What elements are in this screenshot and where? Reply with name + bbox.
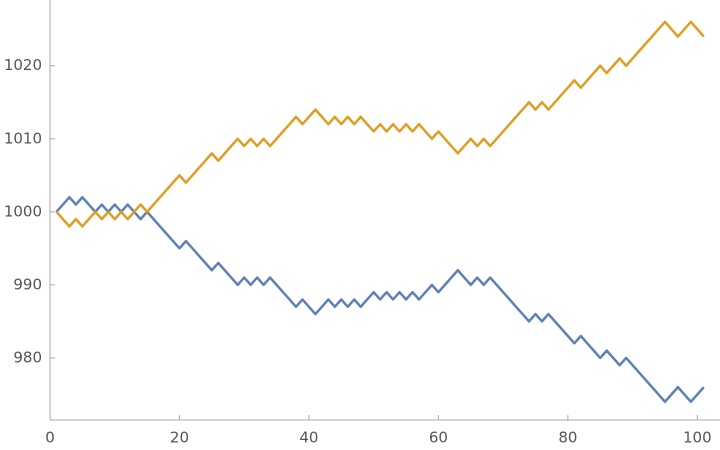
line-series	[55, 20, 705, 228]
y-tick-label: 1020	[4, 56, 42, 74]
line-series	[55, 195, 705, 403]
x-tick-label: 100	[683, 429, 712, 447]
x-tick-label: 20	[170, 429, 189, 447]
x-tick-label: 80	[558, 429, 577, 447]
x-tick-label: 60	[429, 429, 448, 447]
y-tick-label: 980	[13, 348, 42, 366]
y-tick-label: 990	[13, 275, 42, 293]
x-tick-label: 40	[299, 429, 318, 447]
x-tick-label: 0	[45, 429, 55, 447]
y-tick-label: 1000	[4, 202, 42, 220]
y-tick-label: 1010	[4, 129, 42, 147]
